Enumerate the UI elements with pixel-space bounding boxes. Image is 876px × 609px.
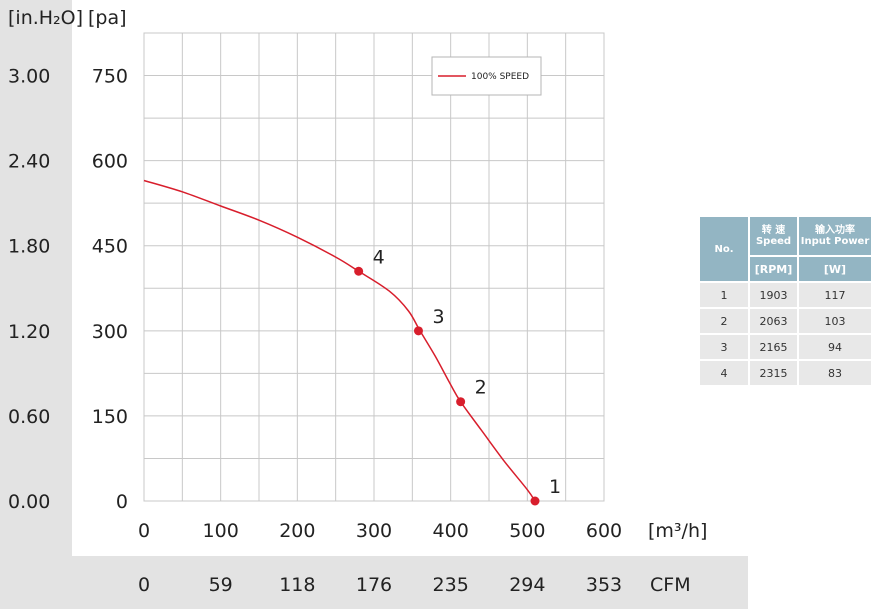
x-tick-cfm: 294	[509, 574, 545, 596]
table-header-power: 输入功率 Input Power	[797, 215, 873, 257]
row-power: 83	[797, 359, 873, 387]
y-tick-pa: 150	[92, 406, 128, 428]
x-tick-m3h: 600	[586, 520, 622, 542]
power-unit: [W]	[797, 255, 873, 283]
y-tick-inh2o: 2.40	[8, 151, 50, 173]
table-row: 3 2165 94	[698, 333, 873, 361]
speed-cn-label: 转 速	[761, 225, 786, 236]
legend-entry: 100% SPEED	[471, 72, 529, 82]
x-tick-cfm: 235	[433, 574, 469, 596]
series-line	[143, 179, 536, 502]
y-tick-pa: 450	[92, 236, 128, 258]
speed-en-label: Speed	[755, 236, 792, 247]
row-no: 2	[698, 307, 750, 335]
y-left-unit: [in.H₂O]	[8, 7, 83, 29]
y-tick-pa: 300	[92, 321, 128, 343]
row-speed: 2165	[748, 333, 799, 361]
x-tick-m3h: 300	[356, 520, 392, 542]
operating-points: 1 2 3 4	[354, 246, 561, 506]
y-tick-inh2o: 1.80	[8, 236, 50, 258]
x-tick-cfm: 0	[138, 574, 150, 596]
curve-group	[143, 179, 536, 502]
operating-point-label: 2	[475, 377, 487, 399]
axis-unit-labels: [in.H₂O] [pa] [m³/h] CFM	[8, 7, 707, 596]
left-axis-band	[0, 0, 72, 609]
row-power: 117	[797, 281, 873, 309]
table-row: 1 1903 117	[698, 281, 873, 309]
y-tick-inh2o: 0.60	[8, 406, 50, 428]
y-tick-pa: 750	[92, 66, 128, 88]
y-right-unit: [pa]	[88, 7, 127, 29]
x-tick-m3h: 0	[138, 520, 150, 542]
y-tick-inh2o: 3.00	[8, 66, 50, 88]
table-header-no: No.	[698, 215, 750, 283]
operating-point-label: 1	[549, 476, 561, 498]
x-secondary-unit: CFM	[650, 574, 691, 596]
speed-unit: [RPM]	[748, 255, 799, 283]
row-speed: 2315	[748, 359, 799, 387]
row-no: 1	[698, 281, 750, 309]
x-tick-m3h: 400	[433, 520, 469, 542]
x-tick-cfm: 176	[356, 574, 392, 596]
row-speed: 2063	[748, 307, 799, 335]
x-tick-cfm: 118	[279, 574, 315, 596]
y-tick-inh2o: 0.00	[8, 491, 50, 513]
operating-point-marker	[456, 397, 466, 407]
chart-grid	[143, 32, 605, 502]
row-no: 3	[698, 333, 750, 361]
operating-point-label: 3	[432, 306, 444, 328]
row-speed: 1903	[748, 281, 799, 309]
row-power: 103	[797, 307, 873, 335]
x-tick-m3h: 200	[279, 520, 315, 542]
x-tick-cfm: 59	[209, 574, 233, 596]
cfm-axis-band	[72, 556, 748, 609]
x-tick-m3h: 500	[509, 520, 545, 542]
table-row: 2 2063 103	[698, 307, 873, 335]
x-tick-m3h: 100	[203, 520, 239, 542]
power-cn-label: 输入功率	[815, 225, 855, 236]
operating-point-label: 4	[373, 246, 385, 268]
y-tick-pa: 0	[116, 491, 128, 513]
operating-point-marker	[354, 266, 364, 276]
row-power: 94	[797, 333, 873, 361]
x-primary-unit: [m³/h]	[648, 520, 707, 542]
operating-point-marker	[530, 496, 540, 506]
table-header-speed: 转 速 Speed	[748, 215, 799, 257]
operating-point-marker	[413, 326, 423, 336]
power-en-label: Input Power	[800, 236, 870, 247]
legend: 100% SPEED	[431, 56, 542, 96]
x-tick-cfm: 353	[586, 574, 622, 596]
table-row: 4 2315 83	[698, 359, 873, 387]
y-tick-inh2o: 1.20	[8, 321, 50, 343]
y-tick-pa: 600	[92, 151, 128, 173]
performance-table: No. 转 速 Speed 输入功率 Input Power [RPM] [W]…	[698, 215, 873, 387]
row-no: 4	[698, 359, 750, 387]
